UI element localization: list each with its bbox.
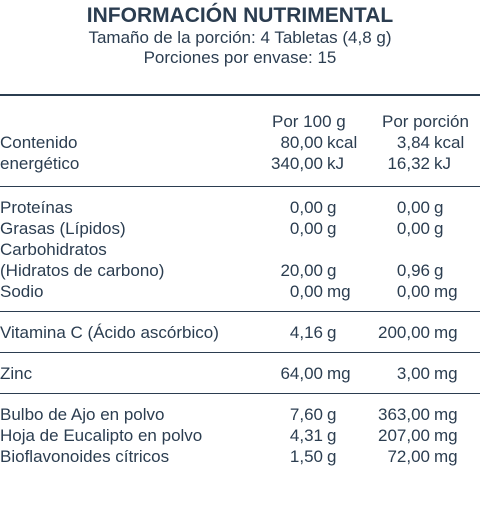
row: Grasas (Lípidos) 0,00 g 0,00 g — [0, 218, 480, 239]
value: 72,00 — [387, 447, 430, 466]
unit: g — [327, 405, 337, 424]
unit: kcal — [327, 133, 358, 152]
value: 3,00 — [396, 364, 430, 383]
value: 0,96 — [396, 261, 430, 280]
unit: g — [434, 261, 444, 280]
unit: mg — [434, 282, 458, 301]
unit: g — [327, 219, 337, 238]
row: Contenido 80,00 kcal 3,84 kcal — [0, 132, 480, 153]
value: 3,84 — [396, 133, 430, 152]
unit: g — [327, 447, 337, 466]
value: 207,00 — [378, 426, 430, 445]
value: 0,00 — [396, 219, 430, 238]
row: Proteínas 0,00 g 0,00 g — [0, 197, 480, 218]
unit: g — [327, 426, 337, 445]
value: 0,00 — [289, 282, 323, 301]
unit: g — [327, 261, 337, 280]
unit: mg — [434, 405, 458, 424]
row-label: Carbohidratos — [0, 240, 107, 259]
row-label: Contenido — [0, 133, 78, 152]
unit: mg — [327, 282, 351, 301]
unit: mg — [434, 426, 458, 445]
row-label: Hoja de Eucalipto en polvo — [0, 426, 203, 445]
row-label: Proteínas — [0, 198, 73, 217]
section: Por 100 g Por porción Contenido 80,00 kcal 3,… — [0, 96, 480, 187]
unit: mg — [434, 364, 458, 383]
value: 340,00 — [271, 154, 323, 173]
section: Zinc 64,00 mg 3,00 mg — [0, 353, 480, 394]
table: Por 100 g Por porción Contenido 80,00 kcal 3,… — [0, 96, 480, 476]
row: Bulbo de Ajo en polvo 7,60 g 363,00 mg — [0, 404, 480, 425]
unit: kJ — [327, 154, 344, 173]
unit: kJ — [434, 154, 451, 173]
value: 4,31 — [289, 426, 323, 445]
row-label: Bulbo de Ajo en polvo — [0, 405, 165, 424]
value: 80,00 — [280, 133, 323, 152]
row-label: Vitamina C (Ácido ascórbico) — [0, 323, 219, 342]
value: 200,00 — [378, 323, 430, 342]
row: Zinc 64,00 mg 3,00 mg — [0, 363, 480, 384]
value: 0,00 — [396, 282, 430, 301]
servings: Porciones por envase: 15 — [143, 48, 337, 67]
column-header-row: Por 100 g Por porción — [0, 111, 480, 132]
unit: g — [327, 323, 337, 342]
row-label: energético — [0, 154, 80, 173]
row-label: Sodio — [0, 282, 44, 301]
title: INFORMACIÓN NUTRIMENTAL — [86, 4, 394, 27]
row-label: Zinc — [0, 364, 33, 383]
row: Hoja de Eucalipto en polvo 4,31 g 207,00 mg — [0, 425, 480, 446]
row-label: Grasas (Lípidos) — [0, 219, 126, 238]
column-header: Por 100 g — [272, 112, 346, 131]
unit: mg — [434, 447, 458, 466]
value: 4,16 — [289, 323, 323, 342]
header: INFORMACIÓN NUTRIMENTAL Tamaño de la por… — [0, 0, 480, 96]
row: energético 340,00 kJ 16,32 kJ — [0, 153, 480, 174]
unit: mg — [327, 364, 351, 383]
row: (Hidratos de carbono) 20,00 g 0,96 g — [0, 260, 480, 281]
section: Proteínas 0,00 g 0,00 g Grasas (Lípidos) 0,00 g… — [0, 187, 480, 312]
unit: g — [434, 198, 444, 217]
value: 64,00 — [280, 364, 323, 383]
row-label: Bioflavonoides cítricos — [0, 447, 170, 466]
column-header: Por porción — [382, 112, 469, 131]
value: 0,00 — [396, 198, 430, 217]
row: Vitamina C (Ácido ascórbico) 4,16 g 200,00 m… — [0, 322, 480, 343]
section: Bulbo de Ajo en polvo 7,60 g 363,00 mg Hoja d… — [0, 394, 480, 476]
unit: g — [327, 198, 337, 217]
value: 363,00 — [378, 405, 430, 424]
unit: kcal — [434, 133, 465, 152]
unit: g — [434, 219, 444, 238]
value: 7,60 — [289, 405, 323, 424]
value: 1,50 — [289, 447, 323, 466]
row: Carbohidratos — [0, 239, 480, 260]
value: 0,00 — [289, 219, 323, 238]
unit: mg — [434, 323, 458, 342]
section: Vitamina C (Ácido ascórbico) 4,16 g 200,00 m… — [0, 312, 480, 353]
row: Sodio 0,00 mg 0,00 mg — [0, 281, 480, 302]
row-label: (Hidratos de carbono) — [0, 261, 165, 280]
serving-size: Tamaño de la porción: 4 Tabletas (4,8 g) — [88, 28, 392, 47]
value: 20,00 — [280, 261, 323, 280]
value: 16,32 — [387, 154, 430, 173]
row: Bioflavonoides cítricos 1,50 g 72,00 mg — [0, 446, 480, 467]
value: 0,00 — [289, 198, 323, 217]
